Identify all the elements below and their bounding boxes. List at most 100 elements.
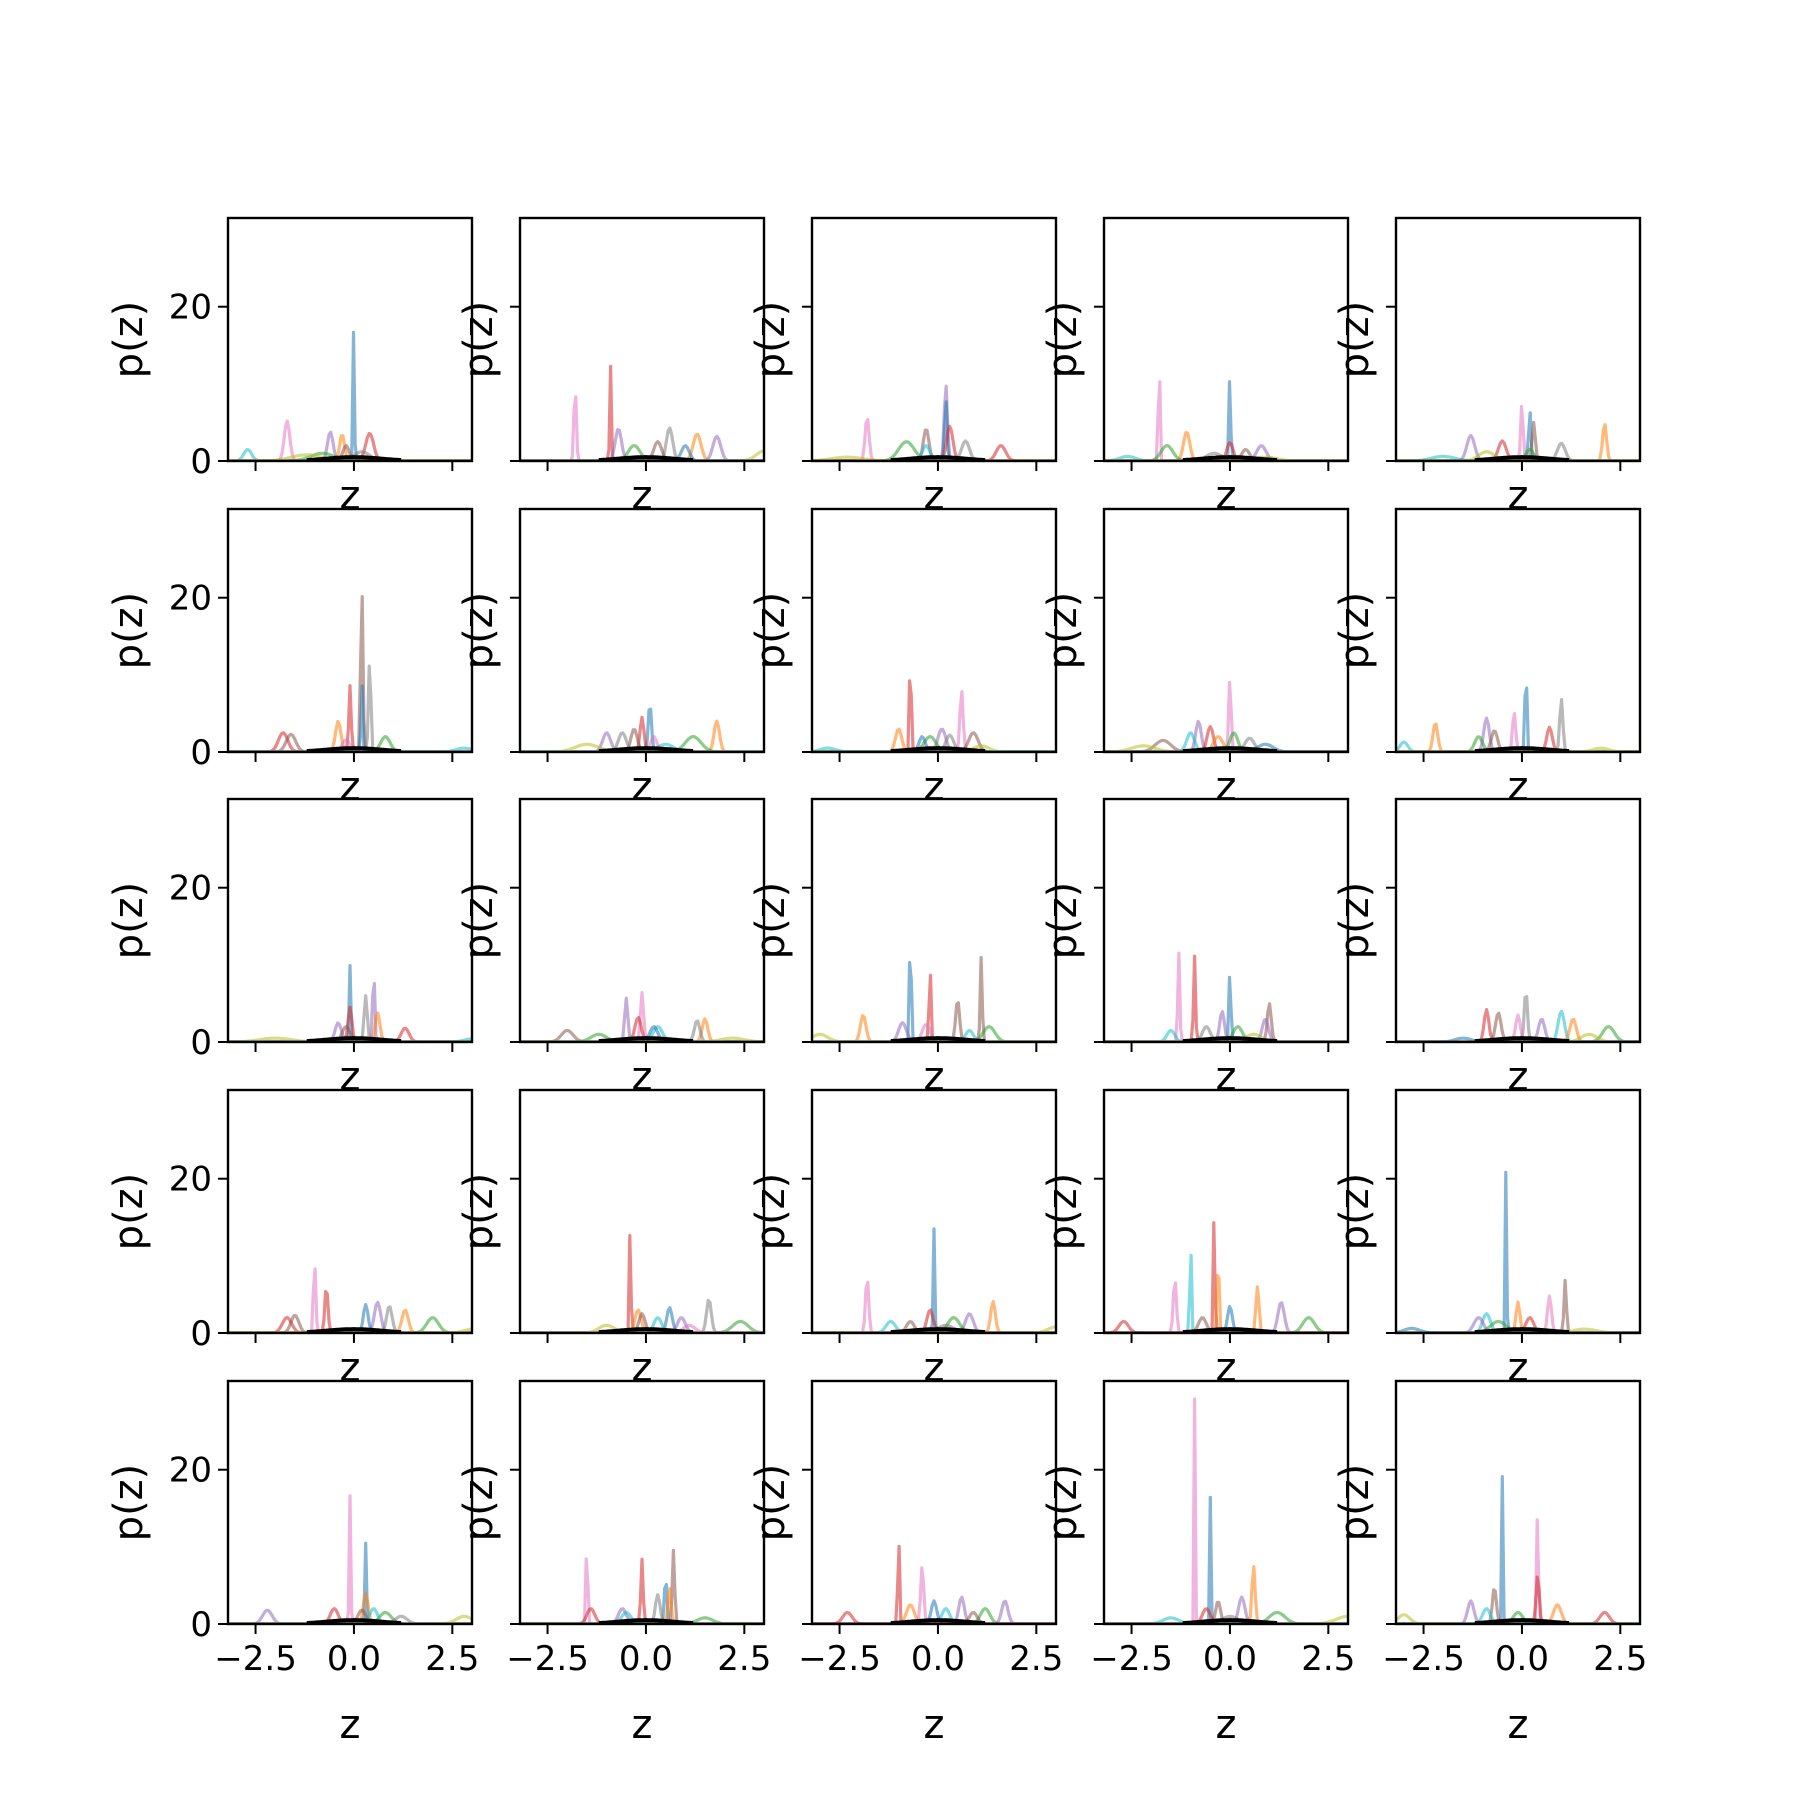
subplot-r1-c5: z p(z) — [1332, 216, 1642, 519]
subplot-r3-c2: z p(z) — [456, 797, 766, 1100]
x-axis-label: z — [1216, 1054, 1237, 1100]
y-tick-label: 20 — [169, 288, 212, 328]
x-tick-label: 0.0 — [911, 1639, 965, 1679]
axes-frame — [1394, 1379, 1642, 1626]
y-axis-label: p(z) — [748, 301, 794, 379]
subplot-grid: 0 20 z p(z) z p(z) z p(z) z p(z) z p(z) 0 20 z p(z) z p(z… — [106, 216, 1647, 1748]
x-tick-label: 0.0 — [327, 1639, 381, 1679]
subplot-r5-c1: −2.5 0.0 2.5 0 20 z p(z) — [106, 1379, 479, 1748]
density-curve-4 — [228, 684, 472, 752]
y-axis-label: p(z) — [1332, 1173, 1378, 1251]
subplot-r3-c5: z p(z) — [1332, 797, 1642, 1100]
x-tick-label: 0.0 — [1495, 1639, 1549, 1679]
subplot-r5-c2: −2.5 0.0 2.5 z p(z) — [456, 1379, 771, 1748]
aggregate-curve — [306, 746, 402, 752]
density-curve-1 — [520, 719, 764, 752]
x-tick-label: 0.0 — [1203, 1639, 1257, 1679]
aggregate-curve — [598, 746, 694, 752]
axes-frame — [226, 1379, 474, 1626]
aggregate-curve — [306, 1327, 402, 1333]
axes-frame — [1102, 507, 1350, 754]
axes-frame — [226, 797, 474, 1044]
axes-frame — [810, 216, 1058, 463]
density-curve-8 — [228, 1316, 472, 1333]
y-axis-label: p(z) — [748, 1173, 794, 1251]
x-axis-label: z — [924, 764, 945, 810]
y-tick-label: 20 — [169, 1451, 212, 1491]
density-curve-7 — [1396, 1013, 1640, 1042]
axes-frame — [226, 216, 474, 463]
aggregate-curve — [1182, 1618, 1278, 1624]
aggregate-curve — [890, 1327, 986, 1333]
axes-frame — [518, 797, 766, 1044]
axes-frame — [1102, 797, 1350, 1044]
axes-frame — [810, 797, 1058, 1044]
density-curve-8 — [228, 1025, 472, 1042]
axes-frame — [226, 507, 474, 754]
y-tick-label: 0 — [190, 442, 212, 482]
subplot-r4-c4: z p(z) — [1040, 1088, 1350, 1391]
x-axis-label: z — [340, 1702, 361, 1748]
axes-frame — [1394, 216, 1642, 463]
axes-frame — [1102, 216, 1350, 463]
x-axis-label: z — [632, 1345, 653, 1391]
subplot-r4-c3: z p(z) — [748, 1088, 1058, 1391]
axes-frame — [1102, 1088, 1350, 1335]
axes-frame — [1102, 1379, 1350, 1626]
x-axis-label: z — [1508, 1702, 1529, 1748]
y-axis-label: p(z) — [1040, 1464, 1086, 1542]
aggregate-curve — [598, 455, 694, 461]
y-tick-label: 20 — [169, 1160, 212, 1200]
aggregate-curve — [598, 1327, 694, 1333]
x-axis-label: z — [924, 1702, 945, 1748]
axes-frame — [810, 1379, 1058, 1626]
x-axis-label: z — [632, 1702, 653, 1748]
x-tick-label: −2.5 — [214, 1639, 297, 1679]
subplot-r4-c5: z p(z) — [1332, 1088, 1642, 1391]
subplot-r1-c4: z p(z) — [1040, 216, 1350, 519]
density-curve-5 — [520, 1016, 764, 1042]
y-tick-label: 0 — [190, 1314, 212, 1354]
x-axis-label: z — [340, 473, 361, 519]
y-axis-label: p(z) — [456, 592, 502, 670]
axes-frame — [810, 1088, 1058, 1335]
x-axis-label: z — [1508, 1054, 1529, 1100]
y-axis-label: p(z) — [456, 882, 502, 960]
aggregate-curve — [1474, 1327, 1570, 1333]
density-curve-6 — [1104, 441, 1348, 461]
x-axis-label: z — [632, 764, 653, 810]
y-axis-label: p(z) — [106, 301, 152, 379]
x-axis-label: z — [1216, 473, 1237, 519]
x-tick-label: 2.5 — [1301, 1639, 1355, 1679]
density-curve-1 — [520, 991, 764, 1042]
density-curve-9 — [228, 1036, 472, 1042]
density-curve-5 — [1104, 1010, 1348, 1042]
x-tick-label: 2.5 — [1009, 1639, 1063, 1679]
x-axis-label: z — [924, 473, 945, 519]
x-tick-label: −2.5 — [1090, 1639, 1173, 1679]
density-curve-1 — [228, 1494, 472, 1624]
density-curve-5 — [1396, 722, 1640, 752]
x-tick-label: 2.5 — [425, 1639, 479, 1679]
subplot-r5-c5: −2.5 0.0 2.5 z p(z) — [1332, 1379, 1647, 1748]
x-axis-label: z — [1508, 473, 1529, 519]
y-axis-label: p(z) — [106, 1173, 152, 1251]
subplot-r3-c4: z p(z) — [1040, 797, 1350, 1100]
axes-frame — [810, 507, 1058, 754]
density-curve-10 — [1396, 746, 1640, 752]
density-curve-8 — [520, 1312, 764, 1333]
plot-area — [1104, 1221, 1348, 1333]
density-curve-10 — [812, 455, 1056, 461]
density-curve-3 — [520, 715, 764, 752]
subplot-r5-c4: −2.5 0.0 2.5 z p(z) — [1040, 1379, 1355, 1748]
subplot-r1-c2: z p(z) — [456, 216, 766, 519]
y-axis-label: p(z) — [1332, 882, 1378, 960]
subplot-r4-c1: 0 20 z p(z) — [106, 1088, 474, 1391]
density-curve-7 — [1104, 1304, 1348, 1333]
density-curve-7 — [520, 1028, 764, 1042]
y-tick-label: 0 — [190, 733, 212, 773]
x-axis-label: z — [1508, 1345, 1529, 1391]
y-axis-label: p(z) — [456, 301, 502, 379]
x-tick-label: 2.5 — [717, 1639, 771, 1679]
